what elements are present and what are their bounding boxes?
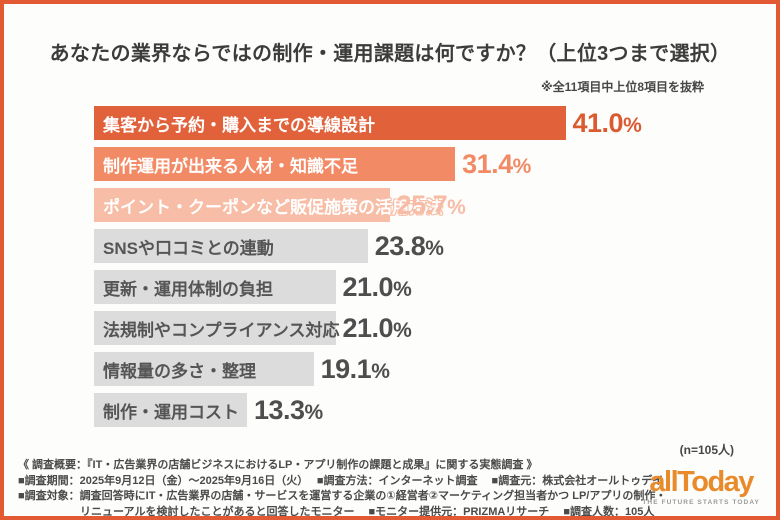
bar-value-label: 23.8%: [374, 230, 444, 261]
bar-value-label: 31.4%: [462, 148, 531, 179]
bar: 制作・運用コスト: [94, 393, 247, 427]
bar-row: 法規制やコンプライアンス対応 21.0%: [94, 311, 641, 345]
survey-target-line: ■調査対象：調査回答時にIT・広告業界の店舗・サービスを運営する企業の①経営者②…: [18, 490, 667, 502]
bar-label: 制作・運用コスト: [103, 402, 239, 422]
bar: 制作運用が出来る人材・知識不足: [94, 147, 456, 181]
bar-row: ポイント・クーポンなど販促施策の活用方法 25.7%: [94, 188, 641, 222]
bar-label: 制作運用が出来る人材・知識不足: [103, 156, 358, 176]
bar-row: 集客から予約・購入までの導線設計 41.0%: [94, 106, 642, 140]
bar-value-label: 41.0%: [572, 107, 642, 138]
chart-note: ※全11項目中上位8項目を抜粋: [540, 80, 704, 94]
bar: 集客から予約・購入までの導線設計: [94, 106, 566, 140]
bar: 更新・運用体制の負担: [94, 270, 336, 304]
bar-value-label: 25.7%: [396, 189, 466, 220]
bar-value-label: 19.1%: [320, 353, 390, 384]
sample-size-label: (n=105人): [679, 443, 734, 457]
bar-row: 制作・運用コスト 13.3%: [94, 393, 641, 427]
bar-label: 情報量の多さ・整理: [103, 361, 256, 381]
page-title: あなたの業界ならではの制作・運用課題は何ですか？（上位3つまで選択）: [49, 43, 731, 65]
bar-value-label: 21.0%: [342, 312, 412, 343]
bar-row: 制作運用が出来る人材・知識不足 31.4%: [94, 147, 641, 181]
bar-label: 集客から予約・購入までの導線設計: [103, 115, 375, 135]
bar-value-label: 21.0%: [342, 271, 412, 302]
bar-label: 法規制やコンプライアンス対応: [103, 320, 340, 340]
bar-row: 情報量の多さ・整理 19.1%: [94, 352, 641, 386]
bar-label: ポイント・クーポンなど販促施策の活用方法: [103, 197, 443, 217]
survey-summary-line: 《 調査概要：『IT・広告業界の店舗ビジネスにおけるLP・アプリ制作の課題と成果…: [18, 459, 538, 471]
survey-target-line-2: リニューアルを検討したことがあると回答したモニター ■モニター提供元：PRIZM…: [80, 505, 655, 518]
alltoday-logo-text: allToday: [649, 466, 754, 498]
alltoday-logo-tagline: THE FUTURE STARTS TODAY: [642, 499, 760, 506]
bar-label: SNSや口コミとの連動: [103, 238, 274, 258]
bar-row: 更新・運用体制の負担 21.0%: [94, 270, 641, 304]
bar-chart: 集客から予約・購入までの導線設計 41.0% 制作運用が出来る人材・知識不足 3…: [94, 106, 642, 427]
bar-value-label: 13.3%: [253, 394, 323, 425]
bar: 情報量の多さ・整理: [94, 352, 314, 386]
bar-label: 更新・運用体制の負担: [103, 279, 273, 299]
bar: 法規制やコンプライアンス対応: [94, 311, 340, 345]
bar: SNSや口コミとの連動: [94, 229, 368, 263]
alltoday-logo: allToday THE FUTURE STARTS TODAY: [642, 466, 760, 507]
bar-row: SNSや口コミとの連動 23.8%: [94, 229, 641, 263]
bar: ポイント・クーポンなど販促施策の活用方法: [94, 188, 443, 222]
survey-period-line: ■調査期間：2025年9月12日（金）～2025年9月16日（火） ■調査方法：…: [18, 474, 664, 487]
survey-details: 《 調査概要：『IT・広告業界の店舗ビジネスにおけるLP・アプリ制作の課題と成果…: [18, 458, 668, 518]
